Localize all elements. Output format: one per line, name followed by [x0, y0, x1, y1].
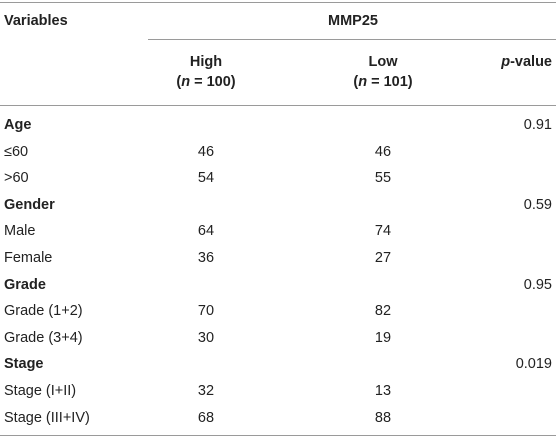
p-value-cell: 0.59	[523, 196, 552, 213]
row-label: Male	[4, 223, 36, 240]
high-n-header: (n = 100)	[176, 72, 235, 92]
category-label: Gender	[4, 196, 55, 213]
table-bottom-rule	[0, 435, 556, 436]
low-count-cell: 19	[374, 329, 392, 346]
p-value-header: p-value	[432, 52, 552, 72]
row-label: Grade (3+4)	[4, 329, 83, 346]
low-count-cell: 82	[374, 303, 392, 320]
low-count-cell: 74	[374, 223, 392, 240]
row-label: Grade (1+2)	[4, 303, 83, 320]
high-n-text: (n = 100)	[176, 74, 236, 90]
high-count-cell: 70	[197, 303, 215, 320]
high-count-cell: 46	[197, 143, 215, 160]
low-count-cell: 88	[374, 409, 392, 426]
high-count-cell: 36	[197, 250, 215, 266]
high-header: High	[189, 54, 223, 70]
row-label: Stage (III+IV)	[4, 409, 90, 426]
low-count-cell: 27	[374, 250, 392, 266]
high-count-cell: 32	[197, 383, 215, 399]
category-label: Stage	[4, 356, 44, 373]
low-n-header: (n = 101)	[353, 72, 412, 92]
p-value-italic: p	[501, 54, 511, 70]
row-label: >60	[4, 170, 29, 187]
header-bottom-rule	[0, 105, 556, 106]
row-label: Stage (I+II)	[4, 383, 77, 399]
high-count-cell: 54	[197, 170, 215, 187]
p-value-cell: 0.95	[523, 276, 552, 293]
low-n-text: (n = 101)	[353, 74, 413, 90]
low-count-cell: 46	[374, 143, 392, 160]
row-label: Female	[4, 250, 53, 266]
high-count-cell: 68	[197, 409, 215, 426]
low-count-cell: 55	[374, 170, 392, 187]
low-header: Low	[368, 54, 398, 70]
row-label: ≤60	[4, 143, 29, 160]
category-label: Age	[4, 117, 32, 133]
variables-header: Variables	[4, 13, 68, 29]
low-count-cell: 13	[374, 383, 392, 399]
category-label: Grade	[4, 276, 46, 293]
p-value-cell: 0.91	[523, 117, 552, 133]
high-count-cell: 30	[197, 329, 215, 346]
table-top-rule	[0, 2, 556, 3]
mmp25-group-header: MMP25	[328, 13, 378, 29]
group-header-rule	[148, 39, 556, 40]
high-count-cell: 64	[197, 223, 215, 240]
p-value-suffix: -value	[510, 54, 552, 70]
p-value-cell: 0.019	[515, 356, 552, 373]
